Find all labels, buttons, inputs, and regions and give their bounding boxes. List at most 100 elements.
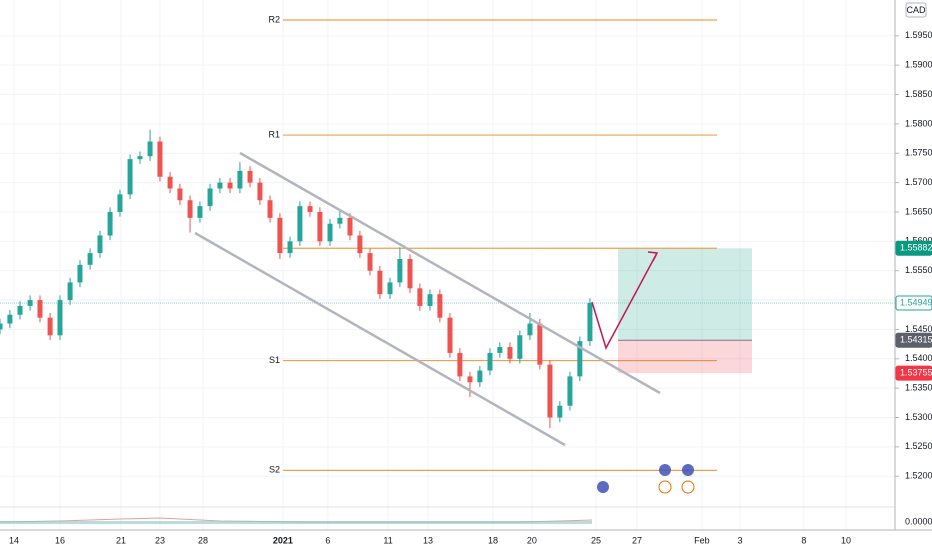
- candle-body: [177, 188, 183, 201]
- y-tick-label: 1.53000: [905, 412, 932, 422]
- candle-body: [137, 156, 143, 160]
- y-tick-label: 1.58000: [905, 118, 932, 128]
- candle-body: [457, 352, 463, 377]
- volume-bars: [0, 521, 592, 524]
- candle-body: [167, 176, 173, 189]
- candle-body: [347, 217, 353, 236]
- event-icon[interactable]: [682, 464, 694, 476]
- x-tick-label: 27: [632, 535, 642, 545]
- event-icon[interactable]: [659, 464, 671, 476]
- y-tick-label: 1.56000: [905, 236, 932, 246]
- event-icon[interactable]: [597, 481, 609, 493]
- candle-body: [17, 305, 23, 315]
- candle-body: [427, 294, 433, 306]
- price-marker-label: 1.53755: [900, 368, 932, 378]
- volume-tick-label: 0.00000: [905, 516, 932, 526]
- candle-body: [27, 300, 33, 306]
- x-tick-label: Feb: [694, 535, 710, 545]
- candle-body: [507, 347, 513, 359]
- candle-body: [267, 200, 273, 218]
- x-tick-label: 3: [737, 535, 742, 545]
- y-tick-label: 1.56500: [905, 206, 932, 216]
- y-tick-label: 1.52500: [905, 441, 932, 451]
- candle-body: [57, 300, 63, 336]
- y-tick-label: 1.55500: [905, 265, 932, 275]
- x-tick-label: 18: [488, 535, 498, 545]
- y-tick-label: 1.59500: [905, 30, 932, 40]
- candle-body: [207, 188, 213, 207]
- pivot-label: R1: [268, 129, 280, 139]
- candle-body: [227, 182, 233, 189]
- candle-body: [417, 288, 423, 306]
- candle-body: [587, 303, 593, 342]
- currency: CAD: [906, 5, 926, 15]
- candle-body: [547, 364, 553, 418]
- x-tick-label: 25: [591, 535, 601, 545]
- event-icon[interactable]: [658, 480, 672, 494]
- candle-body: [317, 211, 323, 242]
- candle-body: [387, 282, 393, 295]
- x-tick-label: 13: [423, 535, 433, 545]
- price-marker: [895, 332, 932, 348]
- candle-body: [307, 206, 313, 212]
- candle-body: [147, 141, 153, 157]
- candle-body: [37, 300, 43, 318]
- x-tick-label: 28: [198, 535, 208, 545]
- candle-body: [487, 352, 493, 371]
- currency-badge[interactable]: [905, 2, 927, 18]
- arrow-head: [647, 251, 659, 262]
- candle-body: [47, 317, 53, 336]
- y-tick-label: 1.54000: [905, 353, 932, 363]
- price-marker: [895, 240, 932, 256]
- axis: 1.52000 1.52500 1.53000 1.53500 1.54000 1.545…: [9, 30, 932, 545]
- candle-body: [477, 370, 483, 383]
- pivot-label: S1: [269, 355, 280, 365]
- candle-body: [557, 405, 563, 418]
- candle-body: [497, 347, 503, 353]
- y-tick-label: 1.59000: [905, 60, 932, 70]
- candle-body: [0, 323, 3, 330]
- y-tick-label: 1.57500: [905, 148, 932, 158]
- x-tick-label: 6: [325, 535, 330, 545]
- candle-body: [577, 341, 583, 377]
- candle-body: [187, 200, 193, 218]
- candle-body: [527, 323, 533, 336]
- candle-body: [397, 258, 403, 283]
- event-icon[interactable]: [681, 480, 695, 494]
- candle-body: [107, 211, 113, 236]
- candle-body: [297, 206, 303, 242]
- x-tick-label: 23: [155, 535, 165, 545]
- candle-body: [157, 141, 163, 177]
- candle-body: [217, 182, 223, 189]
- price-marker-label: 1.55882: [900, 243, 932, 253]
- pivot-label: S2: [269, 465, 280, 475]
- x-tick-label: 2021: [273, 535, 293, 545]
- candle-body: [327, 223, 333, 242]
- candle-body: [337, 217, 343, 224]
- x-tick-label: 21: [116, 535, 126, 545]
- candle-body: [247, 170, 253, 183]
- candle-body: [517, 335, 523, 359]
- candle-body: [367, 253, 373, 271]
- candle-body: [287, 241, 293, 254]
- candle-body: [7, 314, 13, 324]
- y-tick-label: 1.52000: [905, 471, 932, 481]
- candle-body: [97, 235, 103, 254]
- channel-lower: [194, 231, 566, 447]
- candle-body: [77, 264, 83, 283]
- candle-body: [197, 206, 203, 218]
- candle-body: [407, 258, 413, 289]
- candle-body: [87, 253, 93, 265]
- candle-body: [437, 294, 443, 318]
- candle-body: [447, 317, 453, 353]
- x-tick-label: 16: [55, 535, 65, 545]
- candle-body: [117, 194, 123, 212]
- channel-upper: [239, 151, 661, 395]
- profit-zone: [618, 248, 752, 341]
- y-tick-label: 1.57000: [905, 177, 932, 187]
- loss-zone: [618, 340, 752, 374]
- y-tick-label: 1.53500: [905, 383, 932, 393]
- price-marker: [895, 365, 932, 381]
